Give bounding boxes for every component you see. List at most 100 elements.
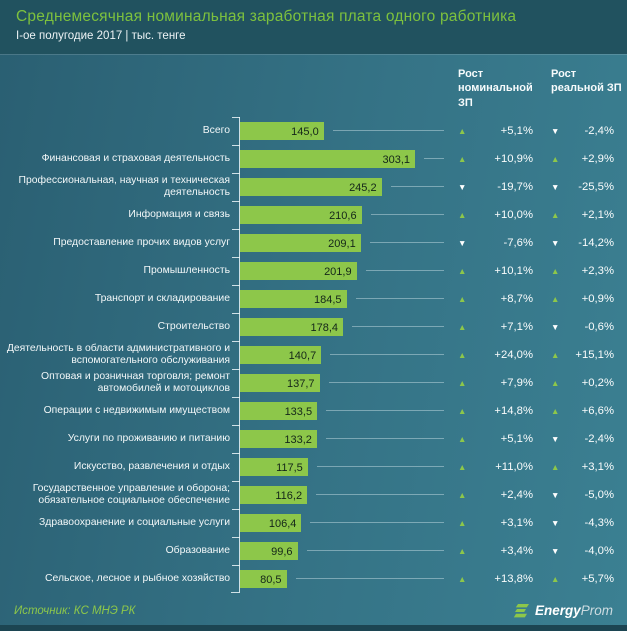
- row-plot-area: 106,4: [232, 509, 445, 537]
- category-label: Оптовая и розничная торговля; ремонт авт…: [41, 371, 230, 394]
- axis-tick: [232, 509, 240, 510]
- nominal-value: +5,1%: [500, 125, 533, 137]
- real-value: +3,1%: [581, 461, 614, 473]
- axis-tick: [232, 117, 240, 118]
- axis-tick: [232, 285, 240, 286]
- nominal-value: +13,8%: [494, 573, 533, 585]
- bar: 245,2: [240, 178, 382, 196]
- nominal-trend-icon: ▲: [458, 573, 467, 584]
- bar: 201,9: [240, 262, 357, 280]
- nominal-value: +10,9%: [494, 153, 533, 165]
- category-label: Государственное управление и оборона; об…: [32, 483, 230, 506]
- real-value: -4,0%: [584, 545, 614, 557]
- chart-row: Сельское, лесное и рыбное хозяйство 80,5…: [4, 565, 627, 593]
- nominal-value: +5,1%: [500, 433, 533, 445]
- nominal-growth-cell: ▲ +10,0%: [445, 209, 541, 221]
- real-growth-cell: ▼ -5,0%: [541, 489, 627, 501]
- bar: 133,2: [240, 430, 317, 448]
- real-value: -5,0%: [584, 489, 614, 501]
- axis-bottom-tick: [231, 592, 239, 593]
- chart-row: Строительство 178,4 ▲ +7,1% ▼ -0,6%: [4, 313, 627, 341]
- axis-tick: [232, 397, 240, 398]
- category-label: Образование: [165, 545, 230, 557]
- axis-tick: [232, 173, 240, 174]
- bar-value: 106,4: [268, 518, 297, 530]
- col-header-real: Рост реальной ЗП: [551, 68, 622, 95]
- bar-value: 80,5: [260, 574, 282, 586]
- real-value: +0,2%: [581, 377, 614, 389]
- bar-value: 133,2: [284, 434, 312, 446]
- real-value: -2,4%: [584, 433, 614, 445]
- real-value: +6,6%: [581, 405, 614, 417]
- bar-value: 245,2: [349, 182, 377, 194]
- nominal-value: +14,8%: [494, 405, 533, 417]
- chart-row: Транспорт и складирование 184,5 ▲ +8,7% …: [4, 285, 627, 313]
- bar-value: 137,7: [286, 378, 315, 390]
- real-trend-icon: ▲: [551, 349, 560, 360]
- row-plot-area: 133,2: [232, 425, 445, 453]
- real-value: -14,2%: [578, 237, 614, 249]
- chart-header: Среднемесячная номинальная заработная пл…: [0, 0, 627, 54]
- row-plot-area: 137,7: [232, 369, 445, 397]
- leader-line: [310, 522, 444, 523]
- nominal-value: -19,7%: [497, 181, 533, 193]
- nominal-value: -7,6%: [503, 237, 533, 249]
- chart-row: Всего 145,0 ▲ +5,1% ▼ -2,4%: [4, 117, 627, 145]
- bar-value: 140,7: [288, 350, 317, 362]
- real-trend-icon: ▲: [551, 573, 560, 584]
- nominal-trend-icon: ▲: [458, 433, 467, 444]
- nominal-value: +3,4%: [500, 545, 533, 557]
- leader-line: [295, 578, 444, 579]
- brand-name-bold: Energy: [534, 603, 581, 618]
- nominal-value: +24,0%: [494, 349, 533, 361]
- nominal-growth-cell: ▼ -19,7%: [445, 181, 541, 193]
- real-trend-icon: ▲: [551, 293, 560, 304]
- category-label: Информация и связь: [128, 209, 230, 221]
- axis-tick: [232, 257, 240, 258]
- real-value: +5,7%: [581, 573, 614, 585]
- col-header-nominal: Рост номинальной ЗП: [458, 68, 533, 109]
- bar: 303,1: [240, 150, 415, 168]
- chart-row: Информация и связь 210,6 ▲ +10,0% ▲ +2,1…: [4, 201, 627, 229]
- real-growth-cell: ▲ +2,3%: [541, 265, 627, 277]
- bar: 117,5: [240, 458, 308, 476]
- leader-line: [355, 298, 444, 299]
- real-growth-cell: ▼ -2,4%: [541, 125, 627, 137]
- nominal-trend-icon: ▲: [458, 489, 467, 500]
- row-plot-area: 99,6: [232, 537, 445, 565]
- category-label: Транспорт и складирование: [94, 293, 230, 305]
- category-label: Строительство: [157, 321, 230, 333]
- real-trend-icon: ▼: [551, 181, 560, 192]
- leader-line: [370, 214, 444, 215]
- chart-area: Всего 145,0 ▲ +5,1% ▼ -2,4% Финансовая и…: [4, 117, 627, 593]
- axis-tick: [232, 313, 240, 314]
- nominal-growth-cell: ▲ +7,1%: [445, 321, 541, 333]
- axis-tick: [232, 481, 240, 482]
- real-trend-icon: ▲: [551, 377, 560, 388]
- real-growth-cell: ▼ -4,0%: [541, 545, 627, 557]
- axis-tick: [232, 453, 240, 454]
- real-value: +2,9%: [581, 153, 614, 165]
- nominal-trend-icon: ▲: [458, 405, 467, 416]
- row-plot-area: 201,9: [232, 257, 445, 285]
- bar: 184,5: [240, 290, 347, 308]
- category-label: Здравоохранение и социальные услуги: [38, 517, 230, 529]
- bar-value: 209,1: [328, 238, 356, 250]
- real-value: -2,4%: [584, 125, 614, 137]
- page-subtitle: I-ое полугодие 2017 | тыс. тенге: [16, 30, 186, 42]
- chart-row: Профессиональная, научная и техническая …: [4, 173, 627, 201]
- nominal-trend-icon: ▲: [458, 517, 467, 528]
- leader-line: [316, 494, 444, 495]
- real-trend-icon: ▼: [551, 237, 560, 248]
- nominal-trend-icon: ▲: [458, 153, 467, 164]
- brand-name-light: Prom: [580, 603, 613, 618]
- nominal-value: +7,1%: [500, 321, 533, 333]
- real-value: -0,6%: [584, 321, 614, 333]
- column-headers-spacer: [4, 67, 445, 117]
- nominal-trend-icon: ▲: [458, 265, 467, 276]
- bar-value: 184,5: [313, 294, 342, 306]
- row-plot-area: 245,2: [232, 173, 445, 201]
- bottom-edge-strip: [0, 625, 627, 631]
- nominal-value: +8,7%: [500, 293, 533, 305]
- bar-value: 116,2: [275, 490, 303, 502]
